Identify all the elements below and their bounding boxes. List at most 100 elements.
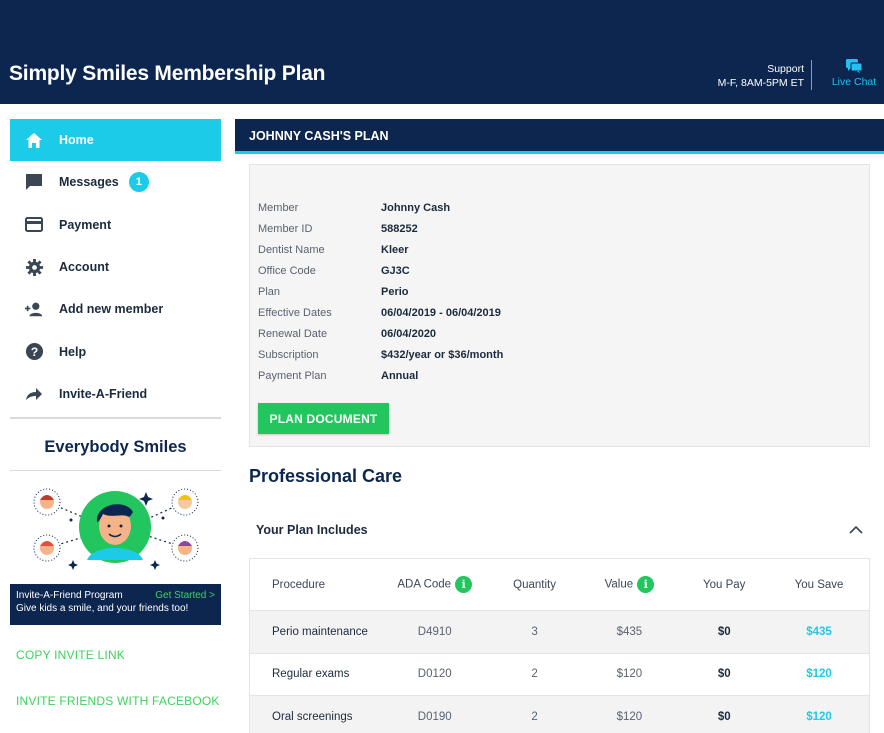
ada-code-cell: D0120	[417, 668, 452, 681]
table-row: Perio maintenance D4910 3 $435 $0 $435	[250, 611, 869, 654]
procedure-cell: Perio maintenance	[272, 625, 368, 638]
ada-code-cell: D4910	[417, 625, 452, 638]
sidebar-item-payment[interactable]: Payment	[10, 204, 221, 246]
detail-value: Annual	[381, 370, 419, 382]
detail-row: Member ID 588252	[258, 223, 418, 235]
invite-program-banner[interactable]: Invite-A-Friend Program Get Started > Gi…	[10, 584, 221, 625]
promo-title: Everybody Smiles	[44, 438, 187, 456]
add-person-icon	[24, 299, 44, 319]
value-cell: $435	[616, 625, 643, 638]
live-chat-label: Live Chat	[831, 76, 877, 88]
sidebar-nav: Home Messages 1 Payment Account Add new …	[10, 119, 221, 420]
sidebar-item-invite[interactable]: Invite-A-Friend	[10, 373, 221, 415]
plan-details-card: Member Johnny Cash Member ID 588252 Dent…	[249, 164, 870, 447]
ada-code-cell: D0190	[417, 710, 452, 723]
help-icon: ?	[24, 342, 44, 362]
column-header: ADA Code	[397, 578, 452, 591]
column-header-ada: ADA Code i	[380, 576, 490, 593]
get-started-link[interactable]: Get Started >	[155, 590, 215, 601]
sidebar-divider	[10, 417, 221, 420]
top-header: Simply Smiles Membership Plan Support M-…	[0, 0, 884, 104]
credit-card-icon	[24, 215, 44, 235]
detail-value: 588252	[381, 223, 418, 235]
sidebar-item-label: Invite-A-Friend	[59, 386, 148, 401]
table-header-row: Procedure ADA Code i Quantity Value i You …	[250, 559, 869, 611]
plan-document-button[interactable]: PLAN DOCUMENT	[258, 403, 389, 434]
table-row: Regular exams D0120 2 $120 $0 $120	[250, 654, 869, 696]
plan-includes-label: Your Plan Includes	[256, 523, 368, 537]
sidebar-item-add-member[interactable]: Add new member	[10, 288, 221, 330]
detail-label: Subscription	[258, 349, 319, 361]
section-title: Professional Care	[249, 466, 403, 486]
you-save-cell: $120	[806, 668, 832, 681]
detail-label: Member ID	[258, 223, 313, 235]
detail-label: Office Code	[258, 265, 316, 277]
message-icon	[24, 172, 44, 192]
sidebar-item-messages[interactable]: Messages 1	[10, 161, 221, 203]
sidebar-item-label: Messages	[59, 175, 119, 190]
quantity-cell: 2	[531, 710, 538, 723]
procedure-cell: Regular exams	[272, 668, 350, 681]
detail-row: Plan Perio	[258, 286, 409, 298]
detail-row: Payment Plan Annual	[258, 370, 418, 382]
detail-label: Payment Plan	[258, 370, 327, 382]
detail-value: $432/year or $36/month	[381, 349, 504, 361]
copy-invite-link[interactable]: COPY INVITE LINK	[16, 648, 126, 662]
live-chat-button[interactable]: Live Chat	[826, 58, 882, 88]
chevron-up-icon[interactable]	[849, 521, 863, 539]
detail-label: Effective Dates	[258, 307, 332, 319]
detail-value: 06/04/2019 - 06/04/2019	[381, 307, 501, 319]
table-row: Oral screenings D0190 2 $120 $0 $120	[250, 696, 869, 733]
you-save-cell: $120	[806, 710, 832, 723]
sidebar-item-label: Home	[59, 133, 94, 148]
sidebar-item-help[interactable]: ? Help	[10, 330, 221, 372]
detail-row: Subscription $432/year or $36/month	[258, 349, 503, 361]
quantity-cell: 3	[531, 625, 538, 638]
invite-tagline: Give kids a smile, and your friends too!	[16, 603, 189, 614]
app-title: Simply Smiles Membership Plan	[9, 62, 326, 85]
quantity-cell: 2	[531, 668, 538, 681]
detail-value: Johnny Cash	[381, 202, 451, 214]
chat-icon	[846, 59, 863, 74]
column-header: Procedure	[272, 578, 326, 591]
detail-row: Effective Dates 06/04/2019 - 06/04/2019	[258, 307, 501, 319]
invite-facebook-link[interactable]: INVITE FRIENDS WITH FACEBOOK	[16, 694, 220, 708]
detail-row: Renewal Date 06/04/2020	[258, 328, 436, 340]
sidebar-item-label: Help	[59, 344, 87, 359]
header-divider	[811, 60, 812, 90]
detail-label: Plan	[258, 286, 281, 298]
info-icon[interactable]: i	[637, 576, 655, 593]
column-header-value: Value i	[579, 576, 679, 593]
column-header: You Pay	[703, 578, 746, 591]
procedures-table: Procedure ADA Code i Quantity Value i You …	[249, 558, 870, 733]
support-hours: M-F, 8AM-5PM ET	[717, 77, 804, 89]
value-cell: $120	[616, 668, 643, 681]
you-pay-cell: $0	[717, 668, 731, 681]
detail-row: Dentist Name Kleer	[258, 244, 409, 256]
sidebar-item-home[interactable]: Home	[10, 119, 221, 162]
plan-includes-toggle[interactable]: Your Plan Includes	[249, 514, 870, 546]
svg-text:?: ?	[30, 345, 38, 359]
column-header: Quantity	[513, 578, 556, 591]
detail-row: Member Johnny Cash	[258, 202, 450, 214]
detail-label: Member	[258, 202, 299, 214]
support-info: Support M-F, 8AM-5PM ET	[718, 62, 804, 90]
detail-value: GJ3C	[381, 265, 410, 277]
detail-value: Perio	[381, 286, 409, 298]
detail-value: Kleer	[381, 244, 409, 256]
info-icon[interactable]: i	[455, 576, 473, 593]
you-pay-cell: $0	[717, 710, 731, 723]
detail-row: Office Code GJ3C	[258, 265, 410, 277]
procedure-cell: Oral screenings	[272, 710, 353, 723]
promo-divider	[10, 470, 221, 471]
share-arrow-icon	[24, 384, 44, 404]
invite-program-title: Invite-A-Friend Program	[16, 590, 123, 601]
sidebar-item-account[interactable]: Account	[10, 246, 221, 288]
detail-value: 06/04/2020	[381, 328, 437, 340]
column-header: You Save	[794, 578, 844, 591]
detail-label: Dentist Name	[258, 244, 325, 256]
sidebar-item-label: Payment	[59, 217, 112, 232]
friends-illustration	[33, 488, 199, 570]
value-cell: $120	[616, 710, 643, 723]
gear-icon	[24, 257, 44, 277]
